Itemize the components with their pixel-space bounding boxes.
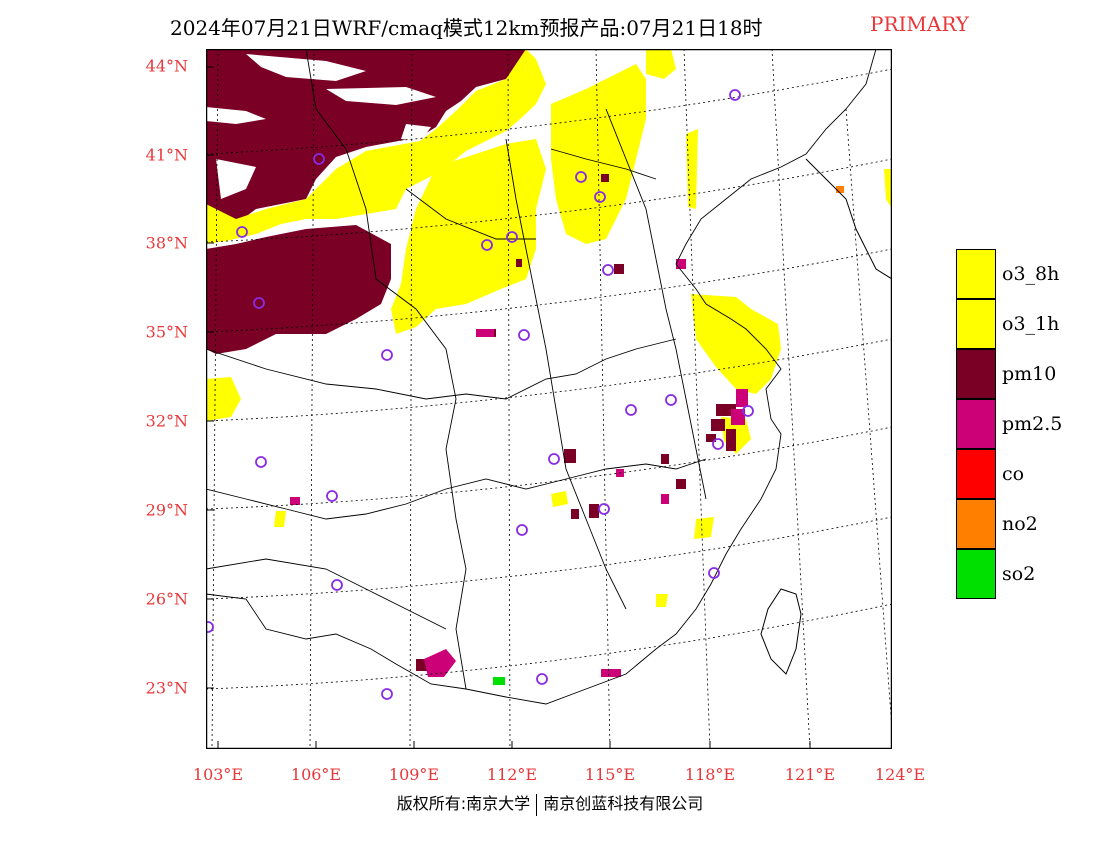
lat-label-26: 26°N xyxy=(145,589,188,609)
legend-item-so2: so2 xyxy=(956,549,1086,599)
legend-swatch-pm10 xyxy=(956,349,996,399)
legend-swatch-co xyxy=(956,449,996,499)
legend-label-o3-1h: o3_1h xyxy=(1002,313,1060,335)
legend-swatch-o3-1h xyxy=(956,299,996,349)
copyright-footer: 版权所有:南京大学 南京创蓝科技有限公司 xyxy=(0,790,1100,816)
ne-coast xyxy=(805,158,892,280)
lat-label-32: 32°N xyxy=(145,411,188,431)
o3-regions xyxy=(206,49,892,607)
legend: o3_8h o3_1h pm10 pm2.5 co no2 so2 xyxy=(956,249,1086,599)
legend-item-pm25: pm2.5 xyxy=(956,399,1086,449)
lon-label-112: 112°E xyxy=(486,765,538,784)
so2-spot xyxy=(493,677,505,685)
legend-label-pm10: pm10 xyxy=(1002,363,1057,385)
graticule xyxy=(206,49,892,749)
taiwan-outline xyxy=(760,588,802,675)
no2-spot xyxy=(836,186,844,193)
legend-item-no2: no2 xyxy=(956,499,1086,549)
copyright-right: 南京创蓝科技有限公司 xyxy=(543,794,704,813)
legend-label-so2: so2 xyxy=(1002,563,1036,585)
axis-ticks xyxy=(206,66,892,749)
copyright-left: 版权所有:南京大学 xyxy=(396,794,531,813)
lon-label-109: 109°E xyxy=(388,765,440,784)
legend-item-co: co xyxy=(956,449,1086,499)
map-frame xyxy=(206,49,892,749)
lat-label-41: 41°N xyxy=(145,145,188,165)
lon-label-118: 118°E xyxy=(684,765,736,784)
legend-item-pm10: pm10 xyxy=(956,349,1086,399)
legend-swatch-no2 xyxy=(956,499,996,549)
primary-tag: PRIMARY xyxy=(870,12,969,36)
title-row: 2024年07月21日WRF/cmaq模式12km预报产品:07月21日18时 … xyxy=(0,10,1100,40)
lat-label-29: 29°N xyxy=(145,500,188,520)
legend-item-o3-8h: o3_8h xyxy=(956,249,1086,299)
pm10-clear-patches xyxy=(206,54,436,199)
lon-label-103: 103°E xyxy=(192,765,244,784)
lat-label-35: 35°N xyxy=(145,322,188,342)
legend-label-pm25: pm2.5 xyxy=(1002,413,1063,435)
lon-label-121: 121°E xyxy=(784,765,836,784)
map-panel xyxy=(206,49,892,749)
footer-divider xyxy=(536,793,538,816)
legend-label-co: co xyxy=(1002,463,1025,485)
site-circles xyxy=(206,89,754,700)
map-title: 2024年07月21日WRF/cmaq模式12km预报产品:07月21日18时 xyxy=(170,16,763,40)
lat-label-44: 44°N xyxy=(145,56,188,76)
lon-label-115: 115°E xyxy=(584,765,636,784)
map-svg xyxy=(206,49,892,749)
legend-label-o3-8h: o3_8h xyxy=(1002,263,1060,285)
lon-label-106: 106°E xyxy=(290,765,342,784)
lat-label-38: 38°N xyxy=(145,233,188,253)
lat-label-23: 23°N xyxy=(145,678,188,698)
pm10-region-northwest xyxy=(206,49,526,354)
pm25-spots xyxy=(290,259,748,677)
legend-item-o3-1h: o3_1h xyxy=(956,299,1086,349)
legend-swatch-so2 xyxy=(956,549,996,599)
legend-swatch-pm25 xyxy=(956,399,996,449)
lon-label-124: 124°E xyxy=(874,765,926,784)
legend-label-no2: no2 xyxy=(1002,513,1038,535)
admin-boundaries xyxy=(206,49,877,705)
legend-swatch-o3-8h xyxy=(956,249,996,299)
